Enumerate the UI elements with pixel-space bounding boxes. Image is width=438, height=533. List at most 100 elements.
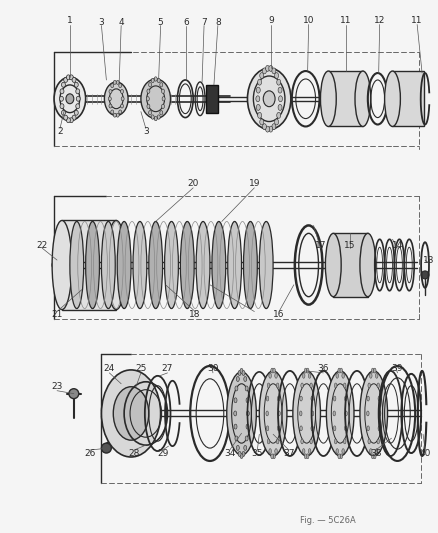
Ellipse shape bbox=[306, 368, 308, 373]
Text: 26: 26 bbox=[84, 449, 95, 457]
Ellipse shape bbox=[343, 383, 345, 388]
Ellipse shape bbox=[344, 411, 346, 416]
Ellipse shape bbox=[76, 96, 80, 101]
Ellipse shape bbox=[377, 396, 380, 401]
Ellipse shape bbox=[378, 411, 380, 416]
Ellipse shape bbox=[109, 104, 112, 108]
Ellipse shape bbox=[310, 396, 313, 401]
Ellipse shape bbox=[104, 82, 128, 116]
Ellipse shape bbox=[148, 83, 151, 87]
Ellipse shape bbox=[265, 66, 269, 71]
Text: 27: 27 bbox=[162, 365, 173, 374]
Ellipse shape bbox=[337, 368, 340, 373]
Ellipse shape bbox=[325, 233, 340, 297]
Ellipse shape bbox=[366, 411, 368, 416]
Ellipse shape bbox=[236, 376, 239, 382]
Ellipse shape bbox=[237, 370, 240, 375]
Text: 38: 38 bbox=[369, 449, 381, 457]
Text: 3: 3 bbox=[143, 127, 148, 136]
Ellipse shape bbox=[277, 426, 279, 431]
Ellipse shape bbox=[162, 96, 165, 101]
Text: 1: 1 bbox=[67, 16, 73, 25]
Ellipse shape bbox=[310, 426, 313, 431]
Ellipse shape bbox=[272, 368, 275, 373]
Ellipse shape bbox=[85, 222, 99, 309]
Ellipse shape bbox=[262, 124, 266, 130]
Ellipse shape bbox=[101, 443, 111, 453]
Ellipse shape bbox=[121, 97, 124, 101]
Ellipse shape bbox=[420, 271, 428, 279]
Ellipse shape bbox=[157, 115, 160, 119]
Ellipse shape bbox=[276, 439, 278, 444]
Text: 11: 11 bbox=[410, 16, 422, 25]
Ellipse shape bbox=[309, 383, 312, 388]
Ellipse shape bbox=[234, 386, 237, 391]
Ellipse shape bbox=[110, 84, 113, 87]
Ellipse shape bbox=[263, 91, 275, 107]
Ellipse shape bbox=[243, 376, 246, 382]
Ellipse shape bbox=[373, 368, 375, 373]
Ellipse shape bbox=[72, 115, 76, 120]
Ellipse shape bbox=[101, 222, 115, 309]
Text: 9: 9 bbox=[268, 16, 273, 25]
Ellipse shape bbox=[371, 454, 373, 459]
Ellipse shape bbox=[113, 113, 116, 117]
Ellipse shape bbox=[373, 454, 375, 459]
Ellipse shape bbox=[367, 439, 370, 444]
Ellipse shape bbox=[117, 222, 131, 309]
Ellipse shape bbox=[309, 439, 312, 444]
Ellipse shape bbox=[343, 439, 345, 444]
Ellipse shape bbox=[335, 449, 338, 454]
Ellipse shape bbox=[339, 368, 342, 373]
Ellipse shape bbox=[302, 449, 304, 454]
Ellipse shape bbox=[259, 72, 263, 78]
Ellipse shape bbox=[271, 68, 275, 74]
Text: 37: 37 bbox=[283, 449, 294, 457]
Ellipse shape bbox=[161, 89, 164, 93]
Ellipse shape bbox=[265, 411, 268, 416]
Ellipse shape bbox=[154, 77, 157, 81]
Ellipse shape bbox=[247, 68, 290, 130]
Ellipse shape bbox=[274, 119, 278, 125]
Ellipse shape bbox=[307, 449, 310, 454]
Ellipse shape bbox=[133, 222, 146, 309]
Ellipse shape bbox=[384, 71, 399, 126]
Ellipse shape bbox=[243, 446, 246, 450]
Ellipse shape bbox=[369, 449, 371, 454]
Ellipse shape bbox=[74, 110, 78, 115]
Ellipse shape bbox=[60, 89, 64, 94]
Ellipse shape bbox=[120, 104, 123, 108]
Text: 14: 14 bbox=[391, 241, 402, 250]
Ellipse shape bbox=[234, 436, 237, 441]
Ellipse shape bbox=[299, 396, 302, 401]
Text: 28: 28 bbox=[128, 449, 139, 457]
Ellipse shape bbox=[66, 94, 74, 104]
Ellipse shape bbox=[255, 96, 259, 102]
Ellipse shape bbox=[69, 389, 78, 399]
Ellipse shape bbox=[52, 221, 72, 310]
Text: 12: 12 bbox=[373, 16, 385, 25]
Ellipse shape bbox=[332, 411, 335, 416]
Ellipse shape bbox=[274, 72, 278, 78]
Ellipse shape bbox=[337, 454, 340, 459]
Ellipse shape bbox=[272, 454, 275, 459]
Ellipse shape bbox=[151, 115, 154, 119]
Ellipse shape bbox=[344, 426, 346, 431]
Ellipse shape bbox=[257, 112, 261, 118]
Ellipse shape bbox=[244, 436, 247, 441]
Ellipse shape bbox=[240, 454, 243, 458]
Ellipse shape bbox=[344, 396, 346, 401]
Ellipse shape bbox=[334, 439, 336, 444]
Ellipse shape bbox=[69, 118, 73, 123]
Ellipse shape bbox=[267, 383, 269, 388]
Ellipse shape bbox=[371, 368, 373, 373]
Ellipse shape bbox=[256, 87, 260, 93]
Ellipse shape bbox=[227, 222, 241, 309]
Ellipse shape bbox=[266, 396, 268, 401]
Ellipse shape bbox=[228, 409, 236, 417]
Bar bbox=[205, 85, 217, 112]
Ellipse shape bbox=[265, 126, 269, 132]
Ellipse shape bbox=[335, 373, 338, 378]
Bar bbox=[332, 233, 367, 297]
Ellipse shape bbox=[299, 426, 302, 431]
